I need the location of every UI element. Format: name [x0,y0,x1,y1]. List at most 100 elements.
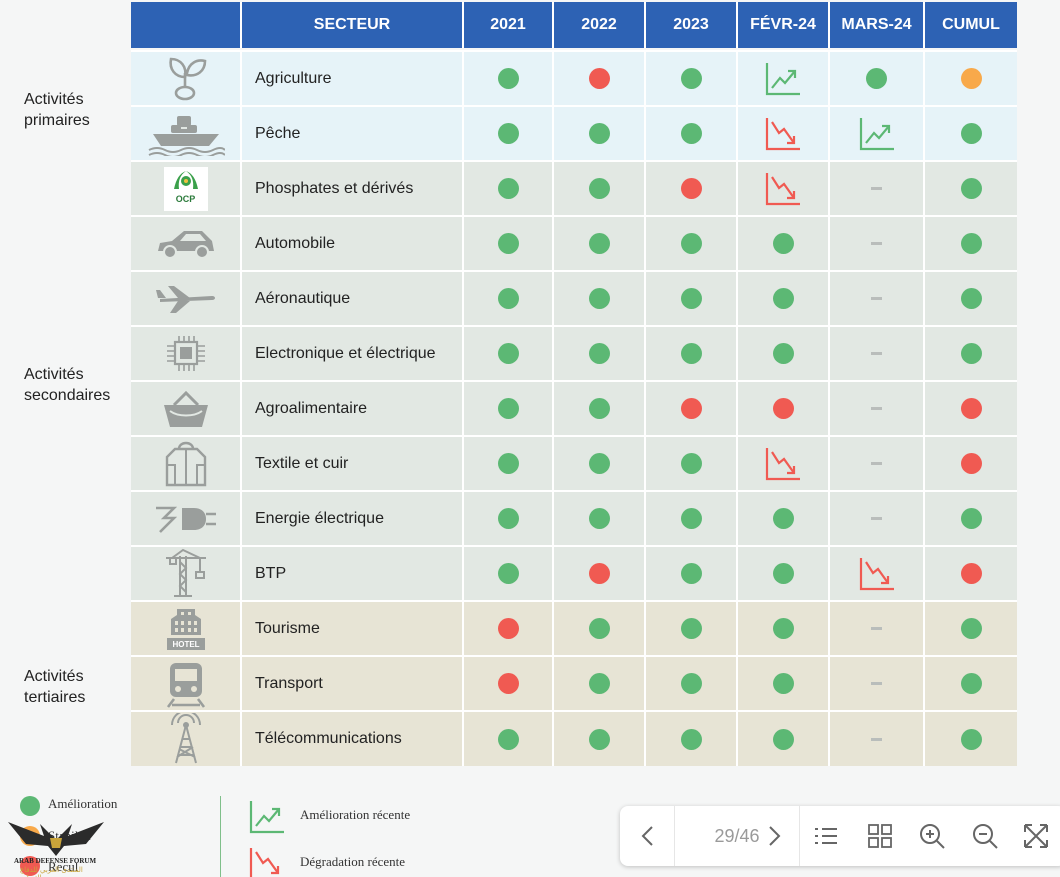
status-dot-green [497,123,519,144]
table-row: Pêche [131,105,1017,160]
status-dot-green [772,728,794,750]
cell-2023 [646,107,738,160]
cell-2021 [464,107,554,160]
cell-fevr-24 [738,162,830,215]
sector-name: Energie électrique [242,492,464,545]
status-dot-green [772,288,794,309]
cell-2022 [554,272,646,325]
chevron-right-icon [769,826,781,846]
cell-cumul [925,602,1017,655]
status-dot-green [588,453,610,474]
sector-name: Aéronautique [242,272,464,325]
status-dot-green [588,673,610,694]
cell-fevr-24 [738,547,830,600]
table-row: Agroalimentaire [131,380,1017,435]
list-icon [815,828,837,844]
group-tertiaires: Activités tertiaires [5,600,1017,766]
status-dot-green [497,178,519,199]
train-icon [131,657,242,710]
status-dot-green [960,618,982,639]
legend: Amélioration Stabilité Recul ARAB DEFENS… [0,766,1060,877]
header-2022: 2022 [554,2,646,48]
cell-2023 [646,327,738,380]
table-row: Télécommunications [131,710,1017,766]
status-dot-green [680,233,702,254]
status-dot-green [772,233,794,254]
viewer-toolbar: 29/46 [620,806,1060,866]
jacket-icon [131,437,242,490]
status-dot-red [960,398,982,419]
svg-text:HOTEL: HOTEL [172,640,199,649]
table-row: Transport [131,655,1017,710]
status-dot-green [680,123,702,144]
watermark-arabic-text: المنتدى العربي للدفاع والتسليح [20,866,83,877]
cell-2022 [554,657,646,710]
sector-table: SECTEUR 2021 2022 2023 FÉVR-24 MARS-24 C… [5,2,1017,766]
status-dot-green [680,508,702,529]
zoom-in-icon [920,824,945,849]
outline-button[interactable] [806,816,846,856]
cell-2023 [646,272,738,325]
status-dot-green [680,453,702,474]
status-dot-green [588,398,610,419]
cell-mars-24 [830,162,925,215]
airplane-icon [131,272,242,325]
header-fevr-24: FÉVR-24 [738,2,830,48]
fullscreen-icon [1024,824,1048,848]
cell-mars-24 [830,547,925,600]
status-dot-green [960,288,982,309]
status-dot-green [680,288,702,309]
status-dot-green [772,563,794,584]
thumbnails-button[interactable] [860,816,900,856]
sector-name: Textile et cuir [242,437,464,490]
status-dot-green [960,728,982,750]
cell-2023 [646,657,738,710]
status-dot-green [497,508,519,529]
next-page-button[interactable] [754,816,794,856]
cell-2021 [464,437,554,490]
page-indicator[interactable]: 29/46 [674,806,800,866]
trend-down-icon [765,172,800,205]
sector-name: BTP [242,547,464,600]
status-dot-green [680,68,702,89]
cell-fevr-24 [738,52,830,105]
no-data-dash [871,627,882,630]
ocp-logo-icon: OCP [131,162,242,215]
cell-cumul [925,547,1017,600]
cell-fevr-24 [738,657,830,710]
zoom-in-button[interactable] [912,816,952,856]
antenna-icon [131,712,242,766]
cell-cumul [925,162,1017,215]
status-dot-green [680,673,702,694]
group-primaires: Activités primaires [5,50,1017,160]
group-label: Activités tertiaires [24,668,86,706]
status-dot-green [772,673,794,694]
legend-amelioration-recente: Amélioration récente [300,807,411,822]
plug-icon [131,492,242,545]
cell-mars-24 [830,712,925,766]
prev-page-button[interactable] [628,816,668,856]
zoom-out-button[interactable] [965,816,1005,856]
cell-2023 [646,492,738,545]
trend-down-icon [859,557,894,590]
legend-amelioration: Amélioration [48,796,118,811]
table-row: OCP Phosphates et dérivés [131,160,1017,215]
trend-up-icon [249,801,284,834]
grid-icon [868,824,892,848]
header-2023: 2023 [646,2,738,48]
status-dot-orange [960,68,982,89]
group-secondaires: Activités secondaires [5,160,1017,600]
fullscreen-button[interactable] [1016,816,1056,856]
cell-2023 [646,437,738,490]
cell-2021 [464,712,554,766]
cell-cumul [925,382,1017,435]
cell-2022 [554,107,646,160]
cell-2022 [554,602,646,655]
watermark-text: ARAB DEFENSE FORUM [14,857,97,865]
table-row: HOTEL Tourisme [131,600,1017,655]
cell-2022 [554,547,646,600]
status-dot-red [588,68,610,89]
status-dot-green [497,453,519,474]
chip-icon [131,327,242,380]
status-dot-green [960,233,982,254]
